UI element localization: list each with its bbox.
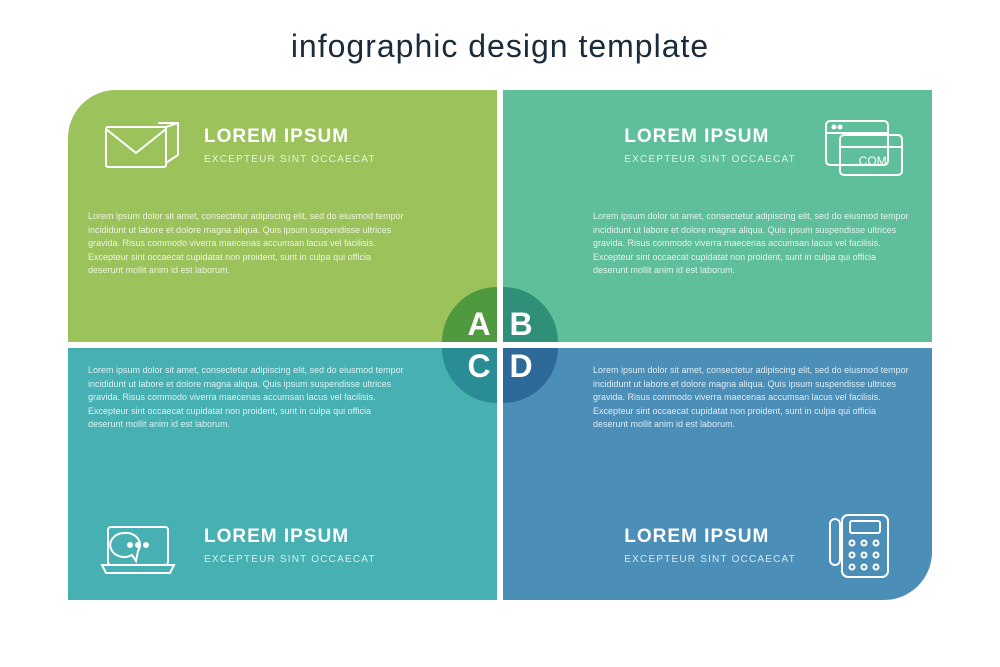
card-b: .COM LOREM IPSUM EXCEPTEUR SINT OCCAECAT… — [503, 90, 932, 342]
card-d-body: Lorem ipsum dolor sit amet, consectetur … — [523, 364, 912, 480]
card-a-heading: LOREM IPSUM — [204, 126, 376, 148]
telephone-icon — [812, 505, 912, 585]
card-d-header: LOREM IPSUM EXCEPTEUR SINT OCCAECAT — [503, 490, 932, 600]
svg-text:.COM: .COM — [855, 154, 886, 168]
card-d-heading: LOREM IPSUM — [624, 526, 796, 548]
card-b-header: .COM LOREM IPSUM EXCEPTEUR SINT OCCAECAT — [503, 90, 932, 200]
card-b-letter: B — [503, 287, 558, 342]
card-a: LOREM IPSUM EXCEPTEUR SINT OCCAECAT Lore… — [68, 90, 497, 342]
card-c-heading: LOREM IPSUM — [204, 526, 376, 548]
envelope-icon — [88, 105, 188, 185]
cards-grid: LOREM IPSUM EXCEPTEUR SINT OCCAECAT Lore… — [68, 90, 932, 600]
website-icon: .COM — [812, 105, 912, 185]
page-title: infographic design template — [0, 28, 1000, 65]
card-c-header: LOREM IPSUM EXCEPTEUR SINT OCCAECAT — [68, 490, 497, 600]
card-a-letter: A — [442, 287, 497, 342]
card-d: Lorem ipsum dolor sit amet, consectetur … — [503, 348, 932, 600]
laptop-chat-icon — [88, 505, 188, 585]
card-b-heading: LOREM IPSUM — [624, 126, 796, 148]
card-c-sub: EXCEPTEUR SINT OCCAECAT — [204, 554, 376, 565]
card-a-header: LOREM IPSUM EXCEPTEUR SINT OCCAECAT — [68, 90, 497, 200]
card-c-body: Lorem ipsum dolor sit amet, consectetur … — [88, 364, 477, 480]
card-d-sub: EXCEPTEUR SINT OCCAECAT — [624, 554, 796, 565]
card-a-body: Lorem ipsum dolor sit amet, consectetur … — [88, 210, 477, 278]
card-c: Lorem ipsum dolor sit amet, consectetur … — [68, 348, 497, 600]
card-a-sub: EXCEPTEUR SINT OCCAECAT — [204, 154, 376, 165]
card-b-sub: EXCEPTEUR SINT OCCAECAT — [624, 154, 796, 165]
card-b-body: Lorem ipsum dolor sit amet, consectetur … — [523, 210, 912, 278]
